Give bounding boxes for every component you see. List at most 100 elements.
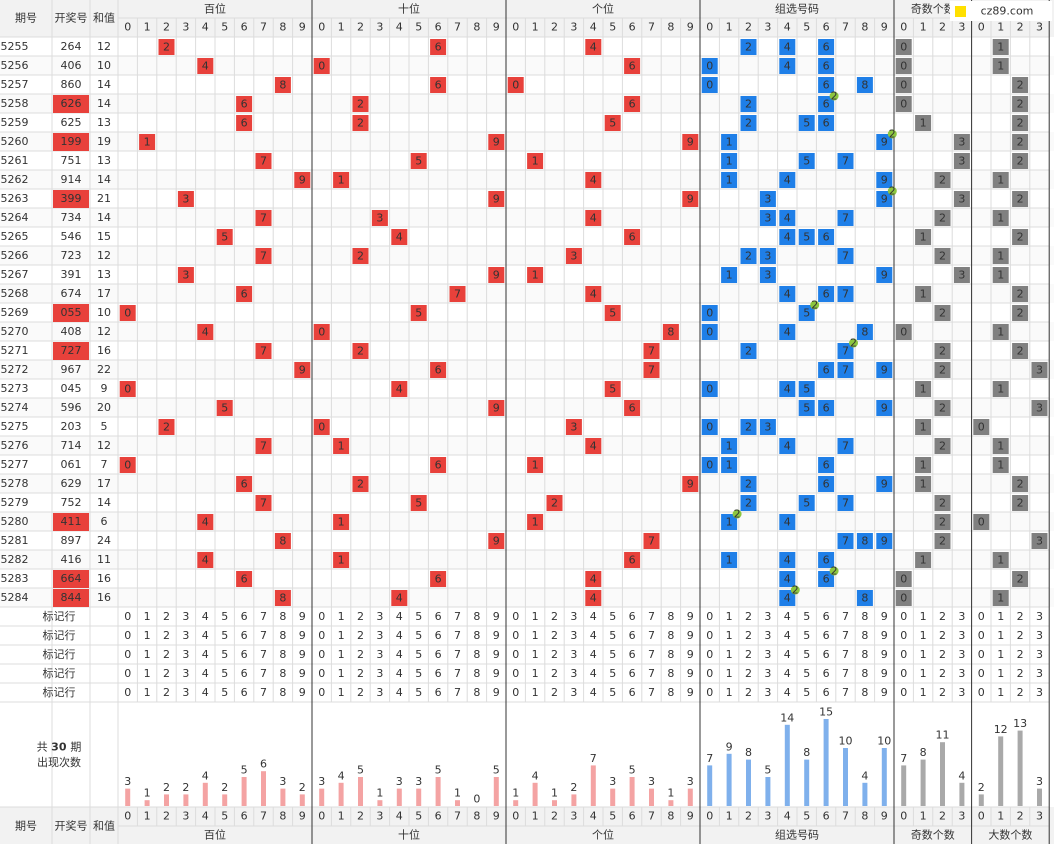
column-label: 1 bbox=[997, 810, 1004, 823]
marker-digit: 5 bbox=[609, 629, 616, 642]
big-count-cell bbox=[1012, 153, 1029, 169]
column-label: 0 bbox=[978, 810, 985, 823]
watermark-bg bbox=[950, 1, 1052, 21]
count-bar bbox=[629, 777, 635, 806]
marker-digit: 4 bbox=[396, 629, 403, 642]
group-digit-cell bbox=[740, 343, 757, 359]
big-count-cell bbox=[992, 210, 1009, 226]
position-digit-cell bbox=[216, 229, 233, 245]
big-count: 1 bbox=[997, 326, 1004, 339]
position-digit-cell bbox=[643, 362, 660, 378]
count-bar bbox=[299, 794, 305, 806]
position-digit: 6 bbox=[629, 402, 636, 415]
position-digit: 4 bbox=[590, 592, 597, 605]
group-digit-cell bbox=[701, 324, 718, 340]
big-count-cell bbox=[1031, 362, 1048, 378]
marker-digit: 9 bbox=[299, 667, 306, 680]
position-digit: 0 bbox=[512, 79, 519, 92]
marker-digit: 8 bbox=[667, 629, 674, 642]
big-count: 2 bbox=[1017, 345, 1024, 358]
column-label: 9 bbox=[687, 21, 694, 34]
marker-digit: 6 bbox=[435, 610, 442, 623]
row-bg bbox=[0, 208, 1054, 227]
group-digit: 5 bbox=[803, 155, 810, 168]
odd-count: 2 bbox=[939, 402, 946, 415]
position-digit-cell bbox=[488, 134, 505, 150]
marker-digit: 4 bbox=[590, 610, 597, 623]
period: 2025272 bbox=[0, 363, 29, 376]
odd-count-cell bbox=[915, 229, 932, 245]
position-digit: 6 bbox=[629, 231, 636, 244]
sum: 14 bbox=[97, 173, 111, 186]
column-label: 0 bbox=[318, 21, 325, 34]
group-digit-cell bbox=[740, 419, 757, 435]
group-digit-cell bbox=[759, 210, 776, 226]
group-digit: 7 bbox=[842, 497, 849, 510]
big-count: 1 bbox=[997, 60, 1004, 73]
position-digit: 7 bbox=[260, 250, 267, 263]
marker-digit: 1 bbox=[726, 629, 733, 642]
sum: 5 bbox=[101, 420, 108, 433]
position-digit-cell bbox=[624, 229, 641, 245]
number: 045 bbox=[61, 382, 82, 395]
position-digit-cell bbox=[430, 39, 447, 55]
sum: 13 bbox=[97, 116, 111, 129]
count-bar bbox=[590, 765, 596, 806]
position-digit: 6 bbox=[241, 288, 248, 301]
marker-digit: 4 bbox=[396, 648, 403, 661]
marker-digit: 8 bbox=[861, 610, 868, 623]
marker-digit: 2 bbox=[939, 686, 946, 699]
marker-digit: 9 bbox=[881, 648, 888, 661]
number: 264 bbox=[61, 40, 82, 53]
group-digit: 5 bbox=[803, 307, 810, 320]
position-digit: 6 bbox=[435, 364, 442, 377]
column-label: 8 bbox=[667, 21, 674, 34]
marker-digit: 3 bbox=[182, 629, 189, 642]
big-count-cell bbox=[992, 552, 1009, 568]
big-count: 2 bbox=[1017, 497, 1024, 510]
marker-digit: 1 bbox=[726, 648, 733, 661]
header-label: 开奖号 bbox=[55, 11, 88, 25]
marker-digit: 6 bbox=[241, 686, 248, 699]
position-digit: 0 bbox=[124, 383, 131, 396]
position-digit-cell bbox=[352, 248, 369, 264]
position-digit-cell bbox=[236, 96, 253, 112]
big-count-cell bbox=[1012, 229, 1029, 245]
marker-digit: 5 bbox=[803, 610, 810, 623]
marker-digit: 2 bbox=[163, 610, 170, 623]
count-bar bbox=[164, 794, 169, 806]
column-label: 1 bbox=[726, 810, 733, 823]
big-count: 0 bbox=[978, 516, 985, 529]
odd-count: 0 bbox=[900, 326, 907, 339]
marker-digit: 3 bbox=[958, 629, 965, 642]
group-digit-cell bbox=[818, 362, 835, 378]
position-digit-cell bbox=[177, 191, 194, 207]
odd-count: 2 bbox=[939, 345, 946, 358]
big-count-cell bbox=[992, 267, 1009, 283]
position-digit: 4 bbox=[590, 174, 597, 187]
count-label: 2 bbox=[570, 781, 577, 794]
position-digit-cell bbox=[333, 438, 350, 454]
count-bar bbox=[726, 753, 732, 806]
sum: 19 bbox=[97, 135, 111, 148]
count-bar bbox=[144, 800, 150, 806]
column-label: 3 bbox=[958, 810, 965, 823]
marker-digit: 4 bbox=[590, 686, 597, 699]
big-count-cell bbox=[992, 248, 1009, 264]
marker-digit: 6 bbox=[823, 686, 830, 699]
column-label: 9 bbox=[299, 810, 306, 823]
pair-badge bbox=[810, 300, 820, 310]
group-digit: 4 bbox=[784, 60, 791, 73]
group-digit-cell bbox=[798, 229, 815, 245]
marker-digit: 7 bbox=[648, 686, 655, 699]
position-digit: 1 bbox=[338, 174, 345, 187]
count-label: 1 bbox=[144, 787, 151, 800]
marker-digit: 6 bbox=[435, 648, 442, 661]
summary-suffix: 期 bbox=[70, 740, 81, 753]
odd-count: 3 bbox=[958, 269, 965, 282]
position-digit-cell bbox=[565, 419, 582, 435]
group-digit: 4 bbox=[784, 440, 791, 453]
sum: 9 bbox=[101, 382, 108, 395]
odd-count-cell bbox=[895, 571, 912, 587]
position-digit-cell bbox=[430, 362, 447, 378]
